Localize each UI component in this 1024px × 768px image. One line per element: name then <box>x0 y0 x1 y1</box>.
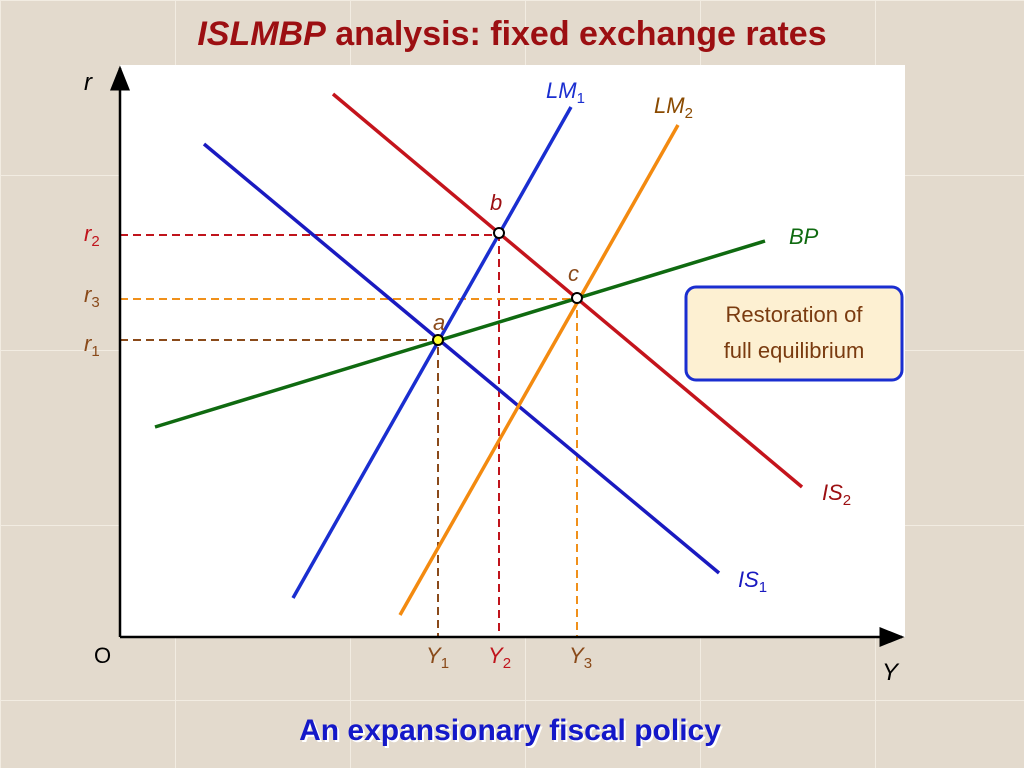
callout-text: Restoration of <box>726 302 864 327</box>
callout-text: full equilibrium <box>724 338 865 363</box>
point-label: b <box>490 190 502 215</box>
x-axis-label: Y <box>882 659 900 686</box>
x-level-label: Y1 <box>426 643 449 672</box>
is2-curve <box>331 92 804 489</box>
lm1-curve <box>291 106 573 599</box>
x-level-label: Y2 <box>488 643 511 672</box>
y-axis-label: r <box>84 69 93 96</box>
point-a <box>432 334 444 346</box>
curve-label: LM1 <box>546 78 585 107</box>
y-level-label: r3 <box>84 282 100 311</box>
bp-curve <box>154 239 766 429</box>
point-label: a <box>433 310 445 335</box>
callout-box <box>684 285 904 382</box>
lm2-curve <box>398 124 680 616</box>
caption: An expansionary fiscal policy <box>299 714 721 747</box>
y-level-label: r1 <box>84 331 100 360</box>
x-level-label: Y3 <box>569 643 592 672</box>
is1-curve <box>202 142 721 575</box>
curves <box>154 92 804 616</box>
curve-label: BP <box>789 224 819 249</box>
origin-label: O <box>94 643 111 668</box>
y-level-label: r2 <box>84 221 100 250</box>
curve-label: LM2 <box>654 93 693 122</box>
curve-label: IS1 <box>738 567 767 596</box>
point-label: c <box>568 261 579 286</box>
title: ISLMBP analysis: fixed exchange rates <box>197 15 826 53</box>
point-c <box>571 292 583 304</box>
point-b <box>493 227 505 239</box>
caption-shadow: An expansionary fiscal policy <box>301 716 723 749</box>
curve-label: IS2 <box>822 480 851 509</box>
